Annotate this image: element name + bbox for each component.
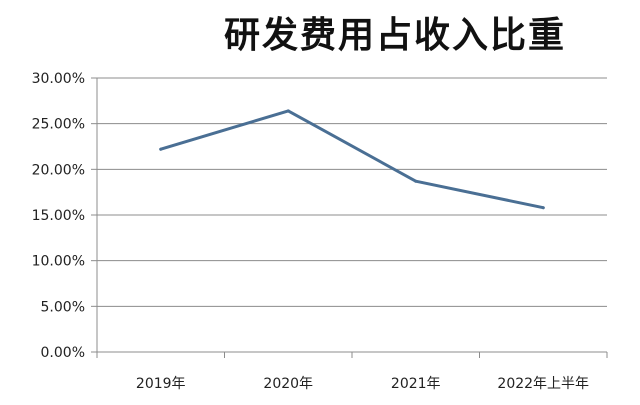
data-point (286, 109, 290, 113)
data-point (414, 179, 418, 183)
data-point (541, 206, 545, 210)
y-tick-label: 20.00% (32, 162, 85, 178)
y-tick-label: 0.00% (41, 345, 85, 361)
x-tick-label: 2021年 (391, 376, 441, 392)
series-line (159, 109, 545, 210)
y-tick-label: 10.00% (32, 254, 85, 270)
y-tick-label: 15.00% (32, 208, 85, 224)
x-tick-label: 2020年 (263, 376, 313, 392)
x-tick-label: 2019年 (136, 376, 186, 392)
y-tick-label: 5.00% (41, 299, 85, 315)
y-tick-label: 30.00% (32, 71, 85, 87)
y-tick-label: 25.00% (32, 117, 85, 133)
x-tick-label: 2022年上半年 (497, 376, 589, 392)
data-point (159, 147, 163, 151)
chart-title: 研发费用占收入比重 (223, 14, 566, 56)
